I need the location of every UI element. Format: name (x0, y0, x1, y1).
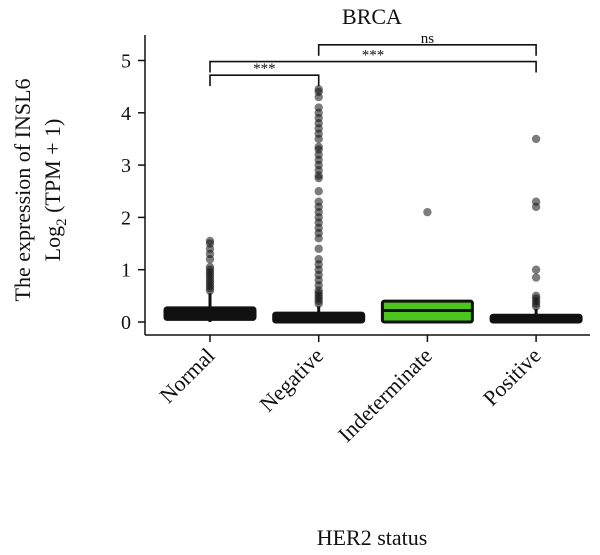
outlier-point (205, 236, 215, 246)
y-tick-label: 0 (121, 312, 131, 334)
outlier-point (531, 291, 541, 301)
outlier-point (314, 197, 323, 206)
y-tick-label: 5 (121, 51, 131, 73)
chart-title: BRCA (342, 4, 402, 29)
y-tick-label: 2 (121, 207, 131, 229)
y-tick-label: 3 (121, 155, 131, 177)
outlier-point (314, 103, 323, 112)
outlier-point (314, 142, 323, 151)
x-tick-label: Positive (478, 343, 546, 411)
y-tick-label: 4 (121, 103, 131, 125)
outlier-point (314, 244, 323, 253)
significance-label: *** (362, 48, 385, 64)
y-axis-label-log: Log (40, 226, 65, 261)
y-axis-label-log-base: 2 (54, 218, 70, 226)
outlier-point (314, 187, 323, 196)
significance-bracket (209, 74, 320, 87)
y-axis-label-units: (TPM + 1) (40, 119, 65, 219)
significance-bracket (209, 60, 537, 73)
outlier-point (314, 85, 323, 94)
outlier-point (531, 134, 541, 144)
y-axis-label-line1: The expression of INSL6 (10, 78, 35, 301)
x-tick-label: Negative (254, 343, 328, 417)
outlier-point (314, 255, 323, 264)
significance-label: *** (253, 61, 276, 77)
significance-label: ns (421, 31, 435, 47)
x-tick-label: Normal (154, 343, 219, 408)
x-tick-label: Indeterminate (333, 343, 437, 447)
x-axis-label: HER2 status (317, 525, 428, 550)
outlier-point (423, 207, 432, 217)
outlier-point (531, 273, 541, 282)
outlier-point (531, 197, 541, 206)
outlier-point (205, 262, 215, 272)
outlier-point (531, 265, 541, 274)
plot-area: 0 1 2 3 4 5 Normal Negative Indeterminate Positiv… (121, 31, 590, 447)
significance-bracket (317, 44, 537, 56)
y-axis-label-line2: Log2 (TPM + 1) (40, 119, 70, 262)
y-tick-label: 1 (121, 260, 131, 282)
